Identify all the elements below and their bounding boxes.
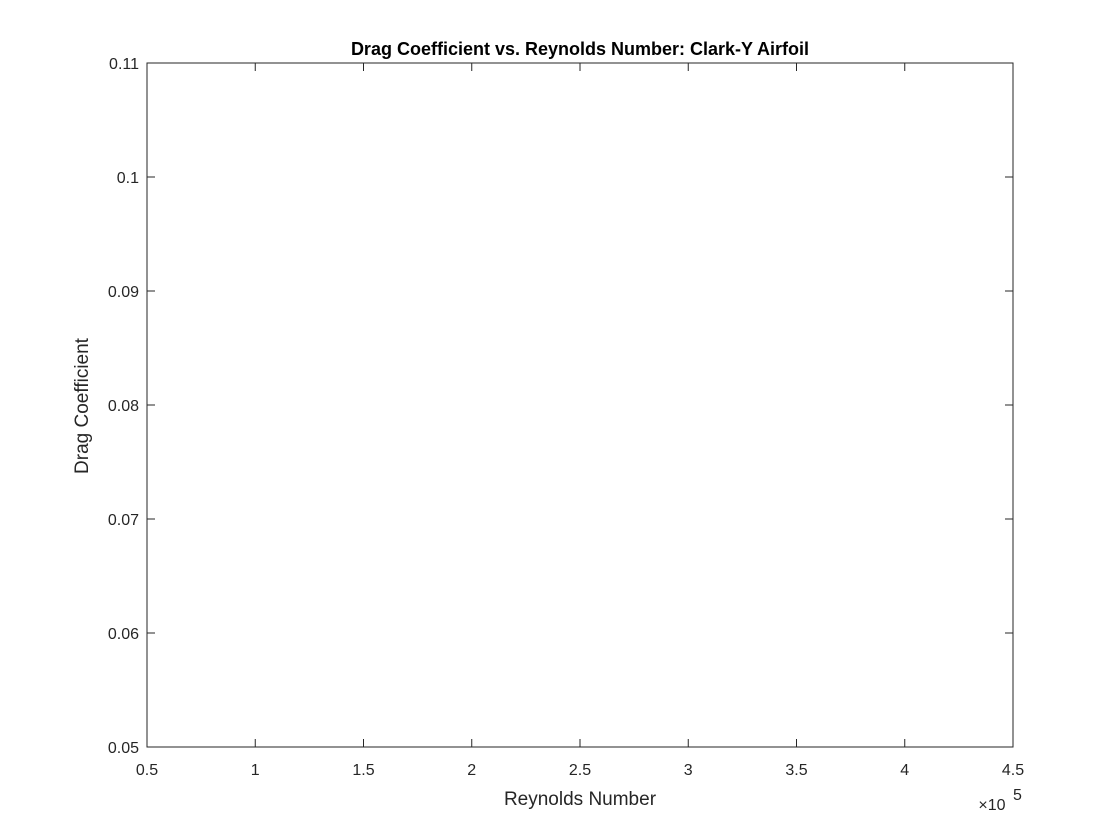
chart-title: Drag Coefficient vs. Reynolds Number: Cl… bbox=[351, 39, 809, 59]
y-tick-label: 0.11 bbox=[109, 56, 139, 73]
x-tick-label: 4 bbox=[900, 762, 909, 779]
x-tick-label: 4.5 bbox=[1002, 762, 1024, 779]
y-tick-label: 0.06 bbox=[108, 626, 139, 643]
y-tick-label: 0.07 bbox=[108, 512, 139, 529]
x-tick-label: 2.5 bbox=[569, 762, 591, 779]
x-tick-label: 3.5 bbox=[785, 762, 807, 779]
y-axis-label: Drag Coefficient bbox=[72, 337, 93, 474]
plot-area: 0.5 1 1.5 2 2.5 3 3.5 4 4.5 0.05 0.06 0.07 0.08 0.09 0… bbox=[108, 56, 1024, 779]
x-multiplier-label: ×10 bbox=[978, 797, 1005, 814]
y-tick-label: 0.09 bbox=[108, 284, 139, 301]
x-axis-exponent: ×10 5 bbox=[978, 787, 1022, 814]
axis-ticks: 0.5 1 1.5 2 2.5 3 3.5 4 4.5 0.05 0.06 0.07 0.08 0.09 0… bbox=[108, 56, 1024, 779]
y-tick-label: 0.05 bbox=[108, 740, 139, 757]
y-tick-label: 0.08 bbox=[108, 398, 139, 415]
x-tick-label: 3 bbox=[684, 762, 693, 779]
x-multiplier-exponent: 5 bbox=[1013, 787, 1022, 804]
x-tick-label: 0.5 bbox=[136, 762, 158, 779]
x-axis-label: Reynolds Number bbox=[504, 789, 657, 810]
x-tick-label: 2 bbox=[467, 762, 476, 779]
y-tick-label: 0.1 bbox=[117, 170, 139, 187]
x-tick-label: 1.5 bbox=[352, 762, 374, 779]
x-tick-label: 1 bbox=[251, 762, 260, 779]
